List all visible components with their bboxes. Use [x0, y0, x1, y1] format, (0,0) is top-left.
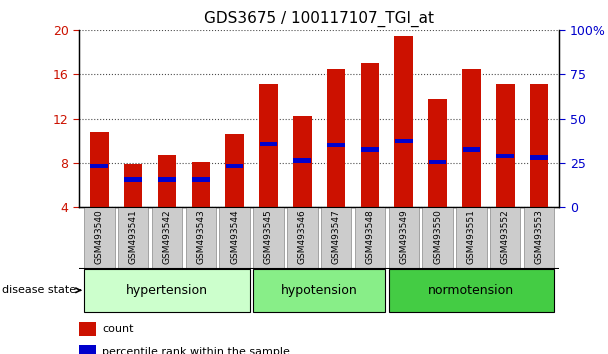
Bar: [361, 147, 379, 152]
Bar: [192, 162, 210, 207]
FancyBboxPatch shape: [254, 207, 284, 269]
FancyBboxPatch shape: [84, 207, 114, 269]
FancyBboxPatch shape: [524, 207, 554, 269]
Bar: [124, 177, 142, 182]
Text: GSM493543: GSM493543: [196, 209, 206, 264]
Bar: [530, 155, 548, 160]
Bar: [429, 160, 446, 164]
FancyBboxPatch shape: [152, 207, 182, 269]
Text: percentile rank within the sample: percentile rank within the sample: [102, 347, 290, 354]
Bar: [91, 164, 108, 169]
Bar: [79, 345, 96, 354]
Bar: [496, 84, 514, 207]
Bar: [361, 63, 379, 207]
FancyBboxPatch shape: [423, 207, 453, 269]
Bar: [259, 84, 278, 207]
Bar: [462, 69, 481, 207]
FancyBboxPatch shape: [490, 207, 520, 269]
FancyBboxPatch shape: [389, 207, 419, 269]
Bar: [192, 177, 210, 182]
Bar: [327, 143, 345, 147]
Text: GSM493545: GSM493545: [264, 209, 273, 264]
Bar: [157, 155, 176, 207]
FancyBboxPatch shape: [84, 269, 250, 312]
Bar: [226, 164, 243, 169]
Text: GSM493547: GSM493547: [331, 209, 340, 264]
Bar: [395, 36, 413, 207]
Text: hypertension: hypertension: [126, 284, 208, 297]
Bar: [124, 164, 142, 207]
Text: GSM493550: GSM493550: [433, 209, 442, 264]
FancyBboxPatch shape: [287, 207, 317, 269]
FancyBboxPatch shape: [219, 207, 250, 269]
FancyBboxPatch shape: [321, 207, 351, 269]
Text: GSM493551: GSM493551: [467, 209, 476, 264]
Text: GSM493544: GSM493544: [230, 209, 239, 264]
FancyBboxPatch shape: [456, 207, 486, 269]
Text: disease state: disease state: [2, 285, 76, 295]
FancyBboxPatch shape: [254, 269, 385, 312]
Text: GSM493548: GSM493548: [365, 209, 375, 264]
Bar: [395, 138, 413, 143]
FancyBboxPatch shape: [354, 207, 385, 269]
FancyBboxPatch shape: [185, 207, 216, 269]
Title: GDS3675 / 100117107_TGI_at: GDS3675 / 100117107_TGI_at: [204, 11, 434, 27]
Text: GSM493542: GSM493542: [162, 209, 171, 264]
Text: GSM493552: GSM493552: [501, 209, 510, 264]
Bar: [463, 147, 480, 152]
Bar: [293, 116, 311, 207]
Text: GSM493540: GSM493540: [95, 209, 104, 264]
Bar: [294, 159, 311, 163]
Bar: [530, 84, 548, 207]
Text: normotension: normotension: [429, 284, 514, 297]
Bar: [496, 154, 514, 158]
Bar: [260, 142, 277, 146]
Bar: [226, 134, 244, 207]
Text: hypotension: hypotension: [281, 284, 358, 297]
Bar: [428, 99, 447, 207]
Text: count: count: [102, 324, 134, 334]
Bar: [158, 177, 176, 182]
Text: GSM493553: GSM493553: [534, 209, 544, 264]
Bar: [79, 322, 96, 336]
Text: GSM493549: GSM493549: [399, 209, 408, 264]
FancyBboxPatch shape: [118, 207, 148, 269]
Bar: [327, 69, 345, 207]
FancyBboxPatch shape: [389, 269, 554, 312]
Text: GSM493546: GSM493546: [298, 209, 307, 264]
Text: GSM493541: GSM493541: [129, 209, 137, 264]
Bar: [90, 132, 109, 207]
